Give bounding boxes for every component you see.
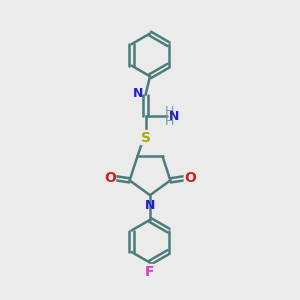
Text: N: N xyxy=(133,87,143,100)
Text: O: O xyxy=(184,171,196,185)
Text: N: N xyxy=(145,199,155,212)
Text: O: O xyxy=(104,171,116,185)
Text: N: N xyxy=(169,110,179,123)
Text: S: S xyxy=(140,130,151,145)
Text: F: F xyxy=(145,265,155,279)
Text: H: H xyxy=(165,106,175,118)
Text: H: H xyxy=(165,115,175,128)
